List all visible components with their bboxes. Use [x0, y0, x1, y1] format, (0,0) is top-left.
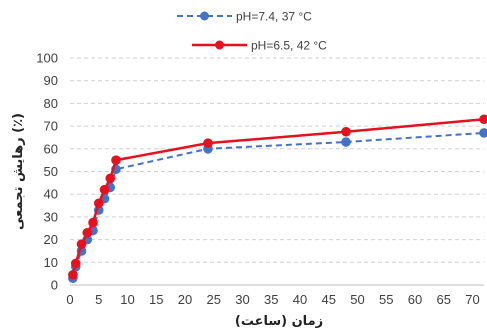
x-tick-label: 5: [95, 292, 102, 307]
y-tick-label: 0: [51, 278, 58, 293]
series-2-point: [105, 173, 116, 184]
legend-marker-2: [215, 40, 224, 50]
x-axis-ticks: 0 5 10 15 20 25 30 35 40 45 50 55 60 65 70: [66, 292, 479, 307]
series-1-point: [479, 128, 487, 138]
series-2-point: [82, 227, 93, 238]
series-2-point: [68, 269, 78, 280]
x-tick-label: 40: [293, 292, 307, 307]
legend-label-2: pH=6.5, 42 °C: [251, 39, 327, 53]
x-axis-title: زمان (ساعت): [235, 314, 323, 329]
x-tick-label: 25: [207, 292, 221, 307]
x-tick-label: 20: [178, 292, 192, 307]
x-tick-label: 50: [350, 292, 364, 307]
x-tick-label: 70: [465, 292, 479, 307]
x-tick-label: 45: [322, 292, 336, 307]
series-2-point: [93, 198, 104, 209]
legend: pH=7.4, 37 °C pH=6.5, 42 °C: [177, 10, 327, 53]
series-1-line: [71, 131, 485, 279]
x-tick-label: 30: [235, 292, 249, 307]
series-layer: [68, 114, 487, 283]
y-tick-label: 90: [44, 73, 58, 88]
x-tick-label: 0: [66, 292, 73, 307]
series-2-point: [99, 184, 110, 195]
y-tick-label: 20: [44, 232, 58, 247]
x-tick-label: 55: [379, 292, 393, 307]
y-tick-label: 40: [44, 187, 58, 202]
y-tick-label: 50: [44, 164, 58, 179]
x-tick-label: 60: [408, 292, 422, 307]
series-2-point: [479, 114, 487, 125]
y-axis-title: رهایش تجمعی (٪): [11, 113, 26, 230]
series-2-point: [70, 258, 81, 269]
series-1-point: [341, 137, 351, 147]
x-tick-label: 35: [264, 292, 278, 307]
series-2-point: [203, 138, 213, 148]
series-2-point: [341, 126, 351, 137]
legend-marker-1: [200, 11, 209, 21]
x-tick-label: 10: [120, 292, 134, 307]
series-2-point: [111, 155, 121, 165]
gridlines: [70, 57, 484, 263]
series-2-line: [71, 118, 485, 276]
x-tick-label: 15: [149, 292, 163, 307]
series-2-point: [88, 217, 98, 228]
y-tick-label: 100: [36, 51, 58, 66]
y-tick-label: 80: [44, 96, 58, 111]
x-tick-label: 65: [437, 292, 451, 307]
y-tick-label: 30: [44, 209, 58, 224]
series-2-point: [76, 239, 87, 249]
y-tick-label: 60: [44, 141, 58, 156]
legend-label-1: pH=7.4, 37 °C: [236, 10, 312, 24]
y-tick-label: 70: [44, 119, 58, 134]
series-1: [68, 128, 487, 283]
y-tick-label: 10: [44, 255, 58, 270]
y-axis-ticks: 0 10 20 30 40 50 60 70 80 90 100: [36, 51, 58, 293]
series-2: [68, 114, 487, 280]
